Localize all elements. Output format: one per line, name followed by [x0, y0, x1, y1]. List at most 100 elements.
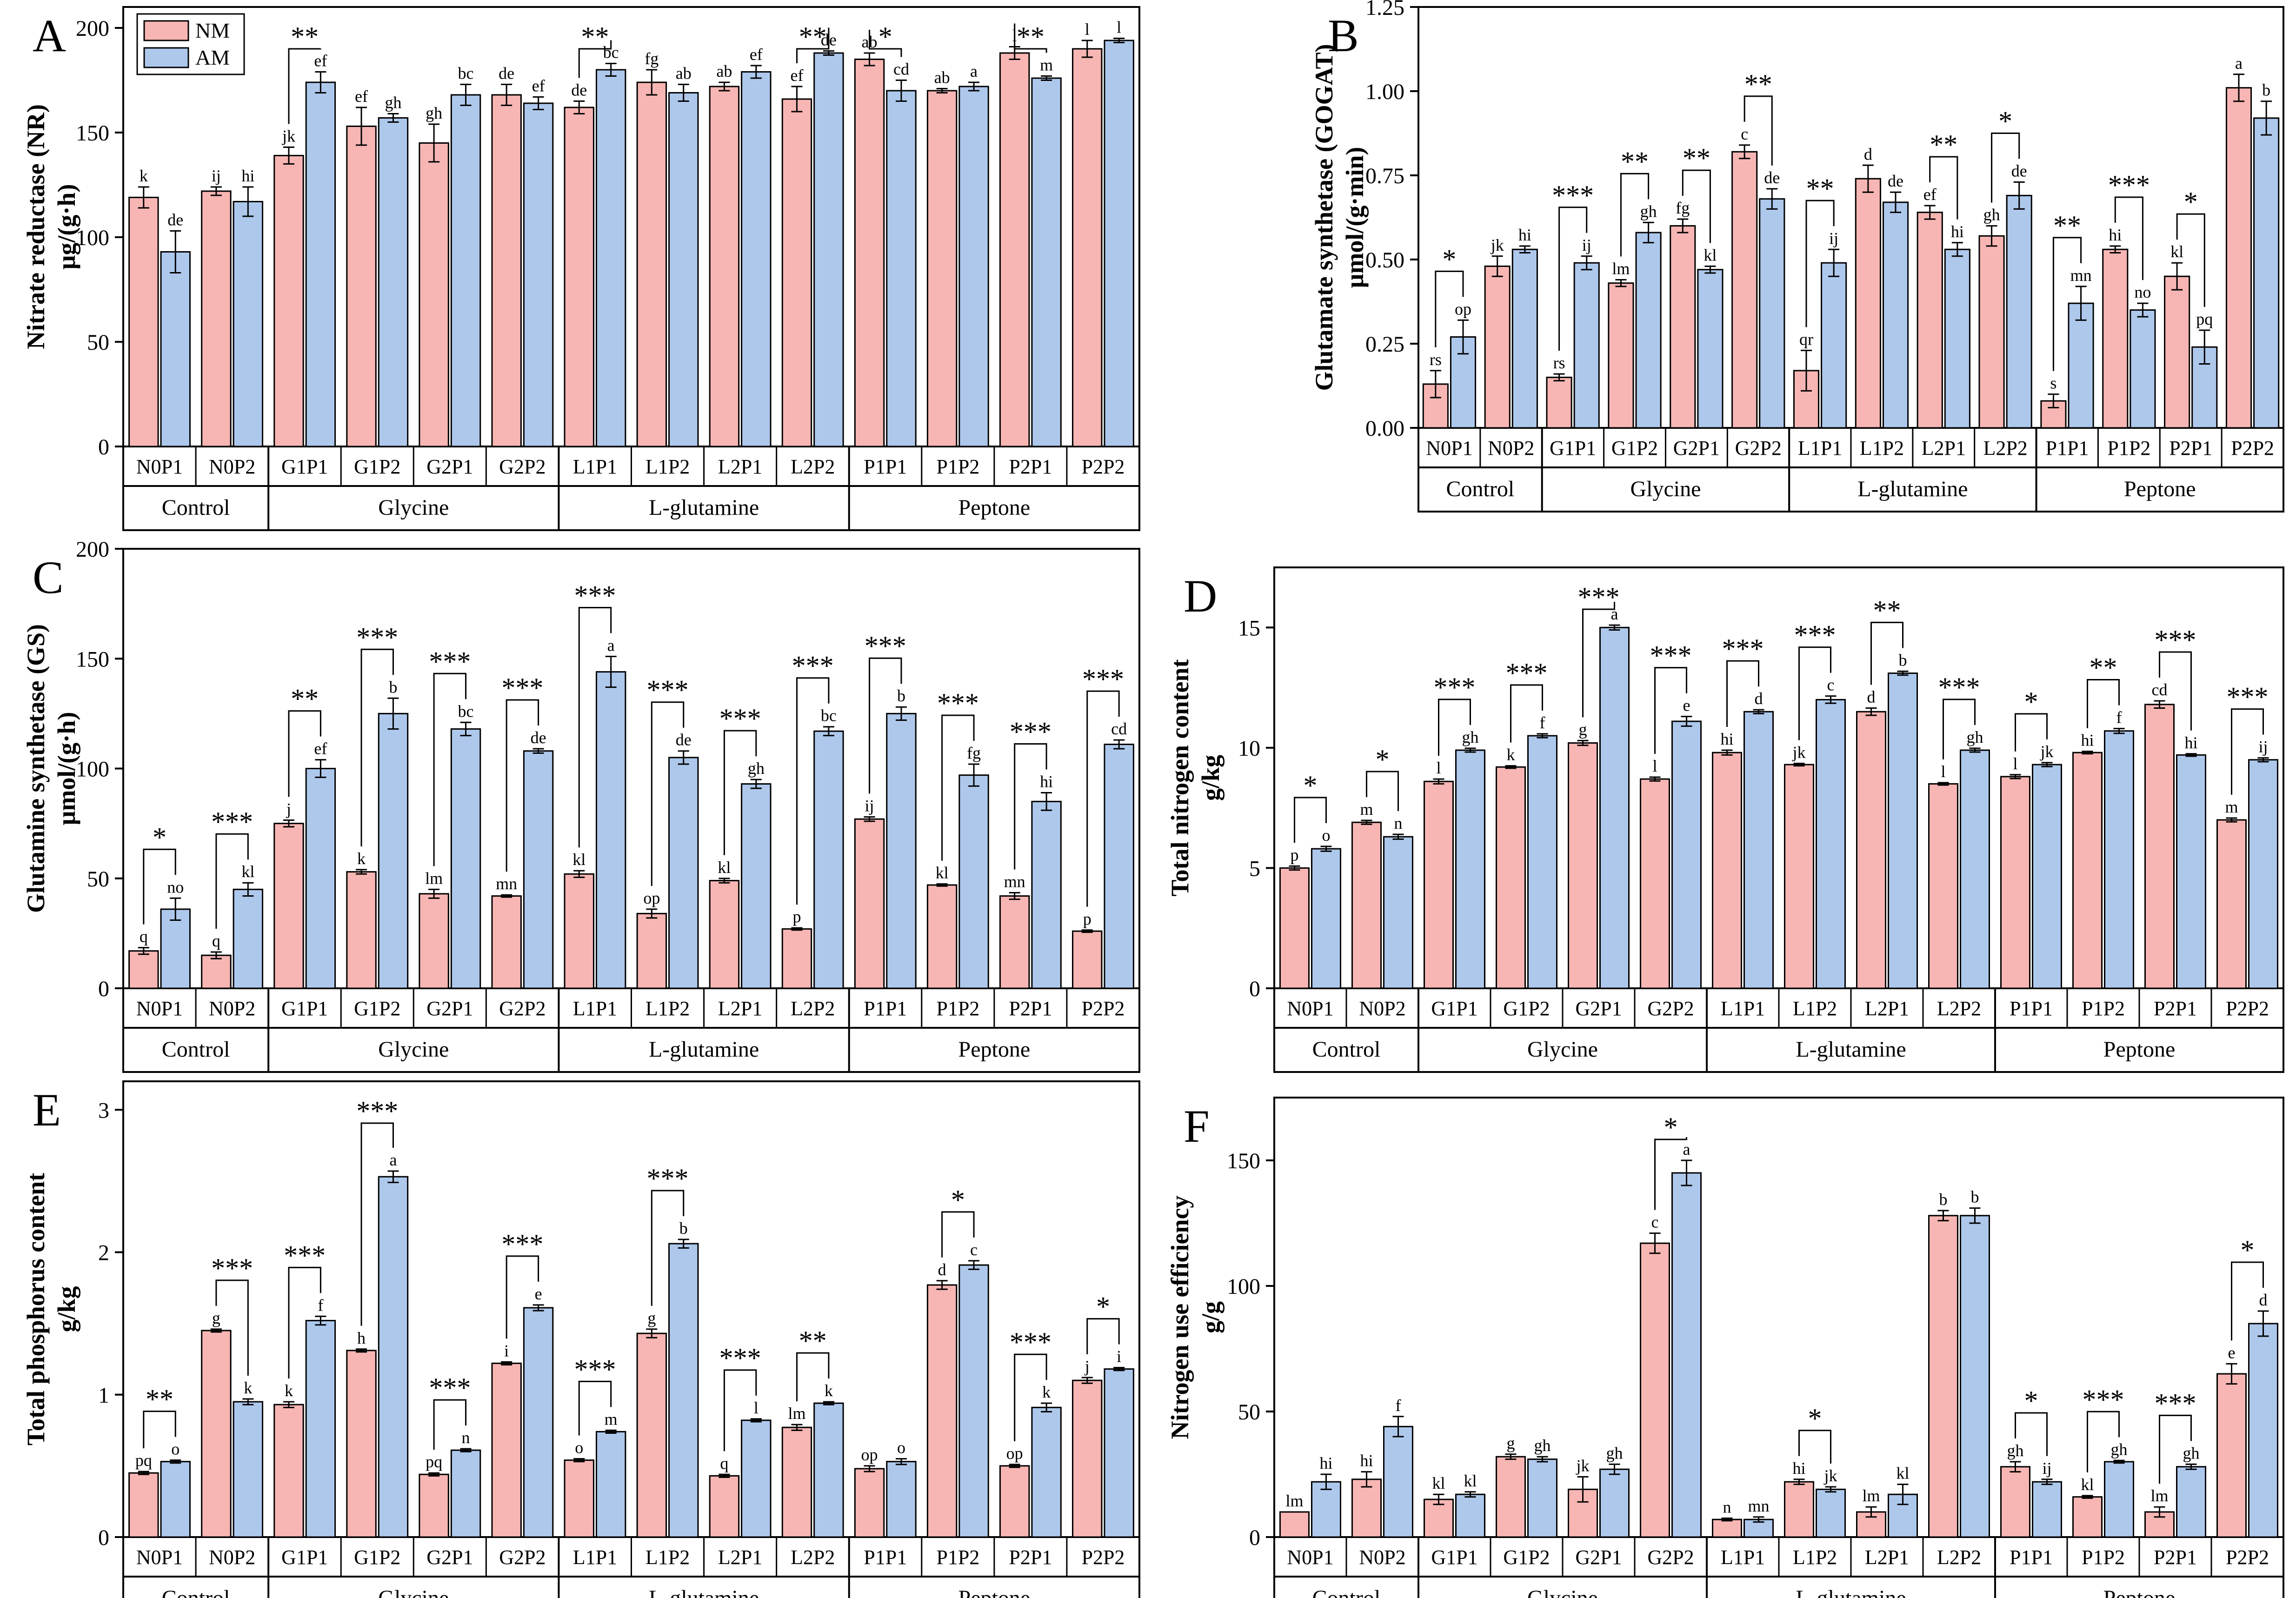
significance-letter: fg: [967, 744, 981, 762]
am-bar: [595, 671, 626, 989]
significance-letter: c: [1651, 1213, 1659, 1232]
significance-letter: b: [389, 678, 397, 696]
am-bar: [1311, 1481, 1341, 1538]
am-bar: [1960, 749, 1990, 989]
significance-letter: i: [504, 1341, 509, 1360]
significance-bracket: [2015, 713, 2048, 752]
significance-letter: l: [1436, 759, 1441, 777]
significance-letter: de: [676, 731, 692, 749]
treatment-label: P2P1: [2169, 437, 2212, 459]
group-label: Control: [1312, 1037, 1381, 1062]
significance-letter: q: [720, 1454, 728, 1472]
significance-letter: ab: [934, 68, 950, 87]
nm-bar: [1640, 778, 1670, 989]
significance-stars: *: [1376, 744, 1390, 775]
group-label: Control: [1446, 477, 1515, 501]
significance-letter: k: [1507, 746, 1515, 764]
legend-label: NM: [195, 19, 230, 42]
y-tick-label: 0.75: [1365, 164, 1404, 188]
significance-bracket: [651, 701, 685, 886]
treatment-label: G1P2: [354, 997, 400, 1020]
legend-label: AM: [195, 46, 230, 69]
treatment-label: N0P2: [1359, 997, 1405, 1020]
significance-letter: c: [1741, 125, 1748, 143]
significance-stars: *: [1442, 244, 1456, 274]
significance-stars: ***: [1010, 716, 1052, 747]
significance-bracket: [1435, 270, 1464, 347]
treatment-label: L1P1: [573, 455, 617, 478]
significance-bracket: [723, 730, 757, 855]
significance-letter: g: [1507, 1434, 1515, 1452]
significance-stars: **: [1017, 21, 1045, 52]
significance-bracket: [941, 1211, 975, 1258]
significance-letter: b: [1971, 1188, 1979, 1206]
am-bar: [1888, 672, 1918, 989]
am-bar: [233, 888, 264, 989]
significance-bracket: [1991, 132, 2020, 203]
am-bar: [1821, 262, 1847, 429]
am-bar: [450, 1449, 481, 1538]
nm-bar: [491, 1362, 522, 1538]
treatment-label: G2P1: [426, 455, 473, 478]
significance-stars: **: [799, 1325, 827, 1356]
nm-bar: [419, 1473, 449, 1538]
significance-stars: **: [146, 1384, 173, 1415]
treatment-label: L1P2: [1860, 437, 1904, 459]
significance-stars: ***: [1010, 1327, 1052, 1358]
significance-letter: f: [2116, 708, 2122, 726]
significance-bracket: [869, 657, 902, 794]
nm-bar: [1568, 742, 1598, 989]
am-bar: [595, 1431, 626, 1538]
significance-letter: a: [389, 1151, 397, 1169]
significance-letter: de: [571, 81, 587, 100]
nm-bar: [346, 871, 377, 989]
significance-letter: e: [535, 1285, 542, 1303]
significance-stars: *: [2024, 1385, 2038, 1416]
treatment-label: G1P2: [354, 1546, 400, 1569]
am-bar: [160, 908, 191, 989]
significance-stars: ***: [429, 1372, 471, 1403]
nm-bar: [854, 818, 885, 989]
legend: NM AM: [136, 13, 245, 75]
significance-bracket: [1014, 743, 1047, 870]
treatment-label: P2P1: [1009, 1546, 1052, 1569]
treatment-label: P1P1: [2046, 437, 2089, 459]
group-label: L-glutamine: [1857, 477, 1968, 501]
significance-bracket: [215, 1279, 249, 1376]
y-axis-label: Nitrogen use efficiency g/g: [1166, 1196, 1225, 1439]
significance-bracket: [2176, 213, 2205, 307]
am-bar: [1031, 1406, 1062, 1538]
significance-stars: *: [2184, 186, 2198, 217]
significance-stars: ***: [1082, 664, 1124, 694]
significance-letter: lm: [788, 1404, 805, 1423]
significance-stars: ***: [211, 1253, 253, 1284]
significance-letter: b: [679, 1219, 688, 1238]
y-tick-label: 5: [1249, 856, 1260, 881]
significance-stars: ***: [574, 580, 616, 611]
nm-bar: [201, 954, 232, 989]
significance-letter: ij: [2258, 738, 2268, 756]
group-label: Peptone: [958, 1586, 1031, 1598]
nm-bar: [781, 98, 812, 447]
treatment-label: P1P1: [2010, 1546, 2053, 1569]
significance-bracket: [796, 1352, 830, 1402]
group-label: Peptone: [958, 495, 1031, 520]
treatment-label: L1P1: [1798, 437, 1842, 459]
significance-letter: rs: [1430, 350, 1442, 369]
significance-bracket: [1510, 684, 1543, 743]
nm-bar: [491, 895, 522, 989]
panel-letter: A: [33, 10, 66, 61]
am-bar: [160, 1461, 191, 1538]
significance-bracket: [1726, 660, 1759, 727]
significance-stars: ***: [2155, 1388, 2196, 1418]
significance-stars: ***: [356, 1096, 398, 1126]
am-bar: [1455, 749, 1485, 989]
significance-letter: mn: [1748, 1497, 1769, 1515]
nm-bar: [1978, 235, 2005, 429]
nm-bar: [1351, 821, 1382, 989]
nm-bar: [491, 94, 522, 447]
significance-letter: f: [318, 1296, 323, 1314]
nm-bar: [1546, 376, 1572, 429]
group-label: Glycine: [378, 1586, 449, 1598]
